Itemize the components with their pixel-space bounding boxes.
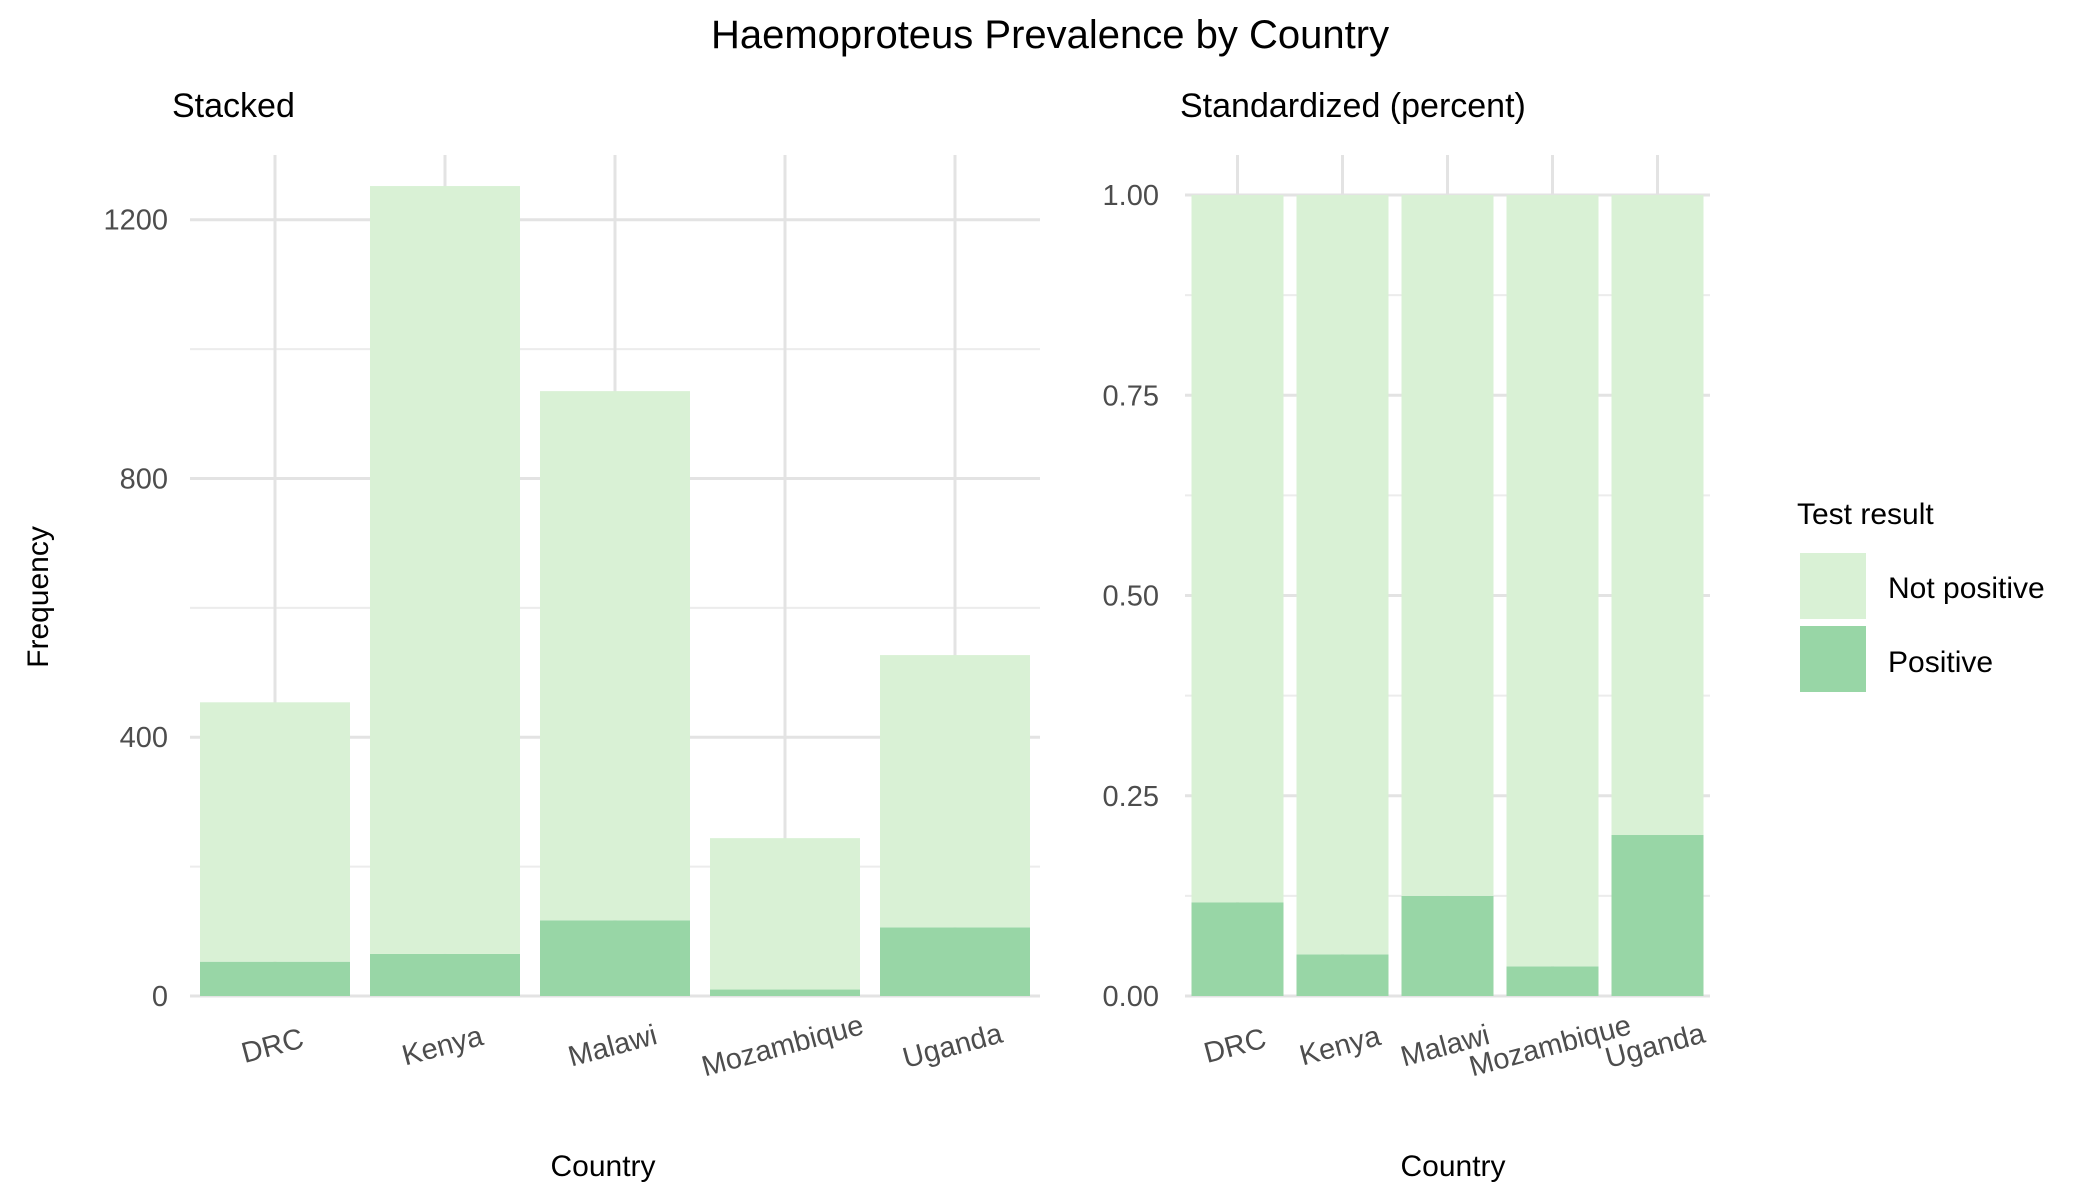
bar-kenya-not-positive [1296, 195, 1389, 955]
bar-uganda-positive [880, 927, 1030, 996]
bar-malawi-positive [1401, 895, 1494, 996]
bar-uganda-positive [1611, 835, 1704, 996]
y-tick-label: 800 [120, 463, 168, 495]
x-axis-label-standardized: Country [1400, 1150, 1505, 1183]
bar-uganda-not-positive [1611, 195, 1704, 836]
legend-title: Test result [1797, 498, 1934, 531]
legend: Test result Not positive Positive [1797, 498, 2045, 692]
legend-label-not-positive: Not positive [1888, 572, 2045, 605]
legend-swatch-positive [1800, 626, 1866, 692]
bar-kenya-not-positive [370, 186, 520, 954]
bar-drc-not-positive [200, 702, 350, 962]
y-tick-label: 400 [120, 722, 168, 754]
y-tick-label: 0 [152, 981, 168, 1013]
figure-title: Haemoproteus Prevalence by Country [711, 13, 1389, 57]
legend-swatch-not-positive [1800, 553, 1866, 619]
y-tick-label: 0.00 [1103, 981, 1159, 1013]
bar-mozambique-positive [710, 989, 860, 996]
x-axis-label-stacked: Country [550, 1150, 655, 1183]
y-tick-label: 0.75 [1103, 380, 1159, 412]
bar-drc-not-positive [1191, 195, 1284, 903]
bar-mozambique-not-positive [1506, 195, 1599, 967]
bar-kenya-positive [1296, 954, 1389, 996]
bar-drc-positive [200, 961, 350, 996]
bar-drc-positive [1191, 902, 1284, 996]
panel-title-standardized: Standardized (percent) [1180, 87, 1526, 125]
y-axis-label-stacked: Frequency [22, 526, 55, 668]
legend-label-positive: Positive [1888, 646, 1993, 679]
bar-malawi-not-positive [1401, 195, 1494, 896]
panel-title-stacked: Stacked [172, 87, 295, 125]
y-tick-label: 0.50 [1103, 581, 1159, 613]
bar-malawi-not-positive [540, 391, 690, 921]
bar-uganda-not-positive [880, 655, 1030, 928]
bar-kenya-positive [370, 953, 520, 996]
bar-mozambique-not-positive [710, 838, 860, 990]
y-tick-label: 0.25 [1103, 781, 1159, 813]
bar-malawi-positive [540, 920, 690, 996]
panel-standardized: Standardized (percent) 0.00 0.25 0.50 0.75 1… [1103, 87, 1710, 1183]
y-tick-label: 1.00 [1103, 180, 1159, 212]
y-tick-label: 1200 [103, 205, 168, 237]
bar-mozambique-positive [1506, 966, 1599, 996]
